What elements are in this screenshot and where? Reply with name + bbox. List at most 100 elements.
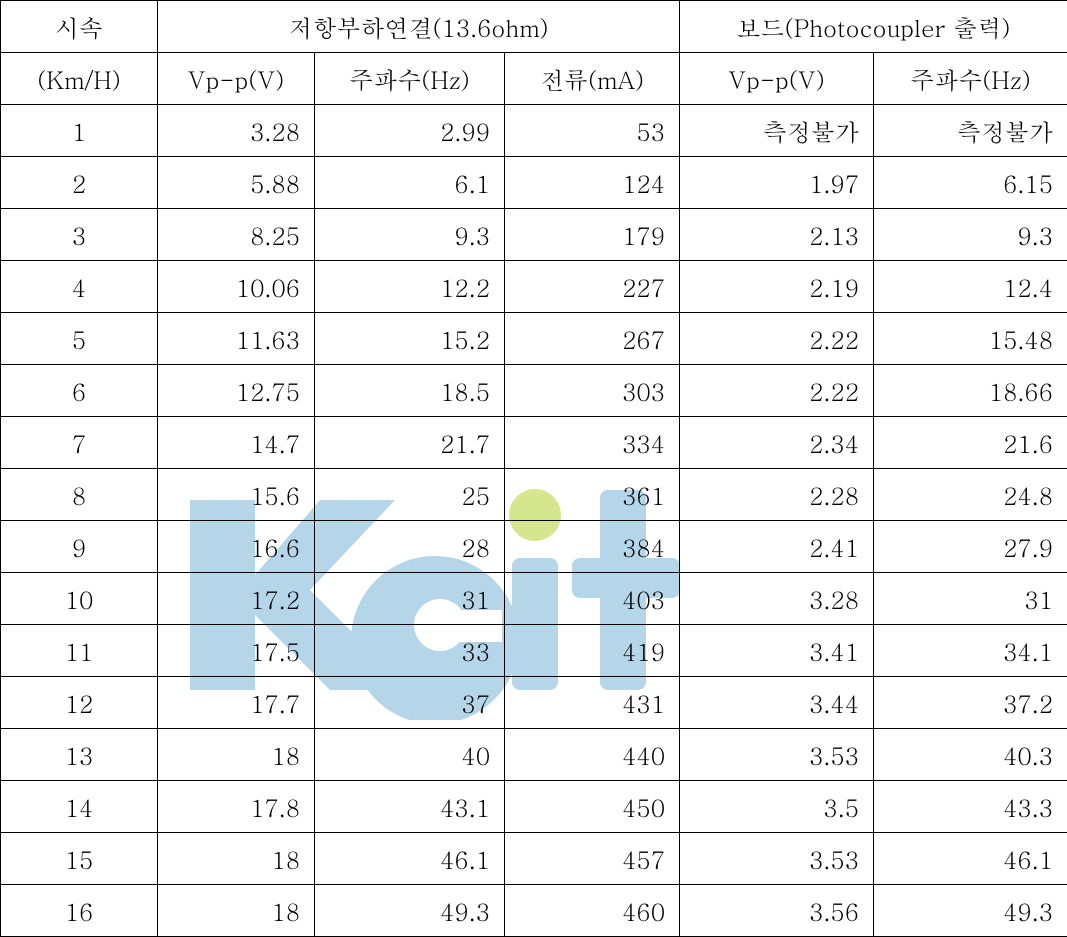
- table-cell: 419: [505, 625, 680, 677]
- header-speed-top: 시속: [1, 1, 158, 53]
- table-cell: 3.41: [680, 625, 874, 677]
- table-cell: 6: [1, 365, 158, 417]
- table-cell: 431: [505, 677, 680, 729]
- header-group-1: 저항부하연결(13.6ohm): [158, 1, 680, 53]
- table-cell: 17.7: [158, 677, 315, 729]
- table-cell: 18: [158, 885, 315, 937]
- table-cell: 12.4: [874, 261, 1067, 313]
- table-cell: 18.5: [315, 365, 505, 417]
- table-cell: 15.2: [315, 313, 505, 365]
- table-row: 13.282.9953측정불가측정불가: [1, 105, 1067, 157]
- table-cell: 2: [1, 157, 158, 209]
- table-cell: 53: [505, 105, 680, 157]
- header-sub-0: Vp-p(V): [158, 53, 315, 105]
- table-cell: 9.3: [315, 209, 505, 261]
- table-cell: 10: [1, 573, 158, 625]
- table-row: 511.6315.22672.2215.48: [1, 313, 1067, 365]
- table-row: 1117.5334193.4134.1: [1, 625, 1067, 677]
- table-cell: 1: [1, 105, 158, 157]
- table-cell: 384: [505, 521, 680, 573]
- table-cell: 46.1: [874, 833, 1067, 885]
- table-cell: 440: [505, 729, 680, 781]
- table-body: 13.282.9953측정불가측정불가25.886.11241.976.1538…: [1, 105, 1067, 937]
- table-cell: 16: [1, 885, 158, 937]
- table-cell: 9: [1, 521, 158, 573]
- table-cell: 457: [505, 833, 680, 885]
- table-cell: 11.63: [158, 313, 315, 365]
- table-cell: 43.3: [874, 781, 1067, 833]
- table-cell: 21.7: [315, 417, 505, 469]
- table-cell: 18: [158, 729, 315, 781]
- table-cell: 11: [1, 625, 158, 677]
- table-cell: 3.53: [680, 833, 874, 885]
- table-cell: 6.15: [874, 157, 1067, 209]
- table-cell: 49.3: [874, 885, 1067, 937]
- header-sub-4: 주파수(Hz): [874, 53, 1067, 105]
- table-cell: 14.7: [158, 417, 315, 469]
- table-cell: 18: [158, 833, 315, 885]
- header-sub-3: Vp-p(V): [680, 53, 874, 105]
- header-group-2: 보드(Photocoupler 출력): [680, 1, 1067, 53]
- table-cell: 6.1: [315, 157, 505, 209]
- table-cell: 31: [315, 573, 505, 625]
- table-cell: 8.25: [158, 209, 315, 261]
- table-cell: 303: [505, 365, 680, 417]
- table-cell: 34.1: [874, 625, 1067, 677]
- table-cell: 37.2: [874, 677, 1067, 729]
- table-cell: 18.66: [874, 365, 1067, 417]
- table-row: 714.721.73342.3421.6: [1, 417, 1067, 469]
- table-row: 410.0612.22272.1912.4: [1, 261, 1067, 313]
- table-cell: 27.9: [874, 521, 1067, 573]
- table-cell: 40: [315, 729, 505, 781]
- table-cell: 9.3: [874, 209, 1067, 261]
- table-cell: 49.3: [315, 885, 505, 937]
- data-table: 시속 저항부하연결(13.6ohm) 보드(Photocoupler 출력) (…: [0, 0, 1067, 937]
- table-cell: 2.22: [680, 365, 874, 417]
- table-cell: 16.6: [158, 521, 315, 573]
- table-cell: 13: [1, 729, 158, 781]
- header-sub-2: 전류(mA): [505, 53, 680, 105]
- table-cell: 267: [505, 313, 680, 365]
- header-speed-bottom: (Km/H): [1, 53, 158, 105]
- table-cell: 3.5: [680, 781, 874, 833]
- table-row: 612.7518.53032.2218.66: [1, 365, 1067, 417]
- table-cell: 31: [874, 573, 1067, 625]
- table-cell: 46.1: [315, 833, 505, 885]
- table-row: 1217.7374313.4437.2: [1, 677, 1067, 729]
- table-row: 815.6253612.2824.8: [1, 469, 1067, 521]
- table-cell: 28: [315, 521, 505, 573]
- table-cell: 1.97: [680, 157, 874, 209]
- table-cell: 450: [505, 781, 680, 833]
- table-row: 916.6283842.4127.9: [1, 521, 1067, 573]
- table-cell: 측정불가: [874, 105, 1067, 157]
- table-row: 161849.34603.5649.3: [1, 885, 1067, 937]
- table-cell: 460: [505, 885, 680, 937]
- table-row: 38.259.31792.139.3: [1, 209, 1067, 261]
- table-row: 1318404403.5340.3: [1, 729, 1067, 781]
- table-cell: 5.88: [158, 157, 315, 209]
- table-cell: 15: [1, 833, 158, 885]
- table-cell: 측정불가: [680, 105, 874, 157]
- table-cell: 2.34: [680, 417, 874, 469]
- table-cell: 3.28: [680, 573, 874, 625]
- table-cell: 15.48: [874, 313, 1067, 365]
- table-cell: 3.44: [680, 677, 874, 729]
- table-cell: 3.53: [680, 729, 874, 781]
- table-row: 1417.843.14503.543.3: [1, 781, 1067, 833]
- table-cell: 2.22: [680, 313, 874, 365]
- table-cell: 15.6: [158, 469, 315, 521]
- table-cell: 2.41: [680, 521, 874, 573]
- table-cell: 37: [315, 677, 505, 729]
- table-cell: 14: [1, 781, 158, 833]
- table-cell: 227: [505, 261, 680, 313]
- table-cell: 3.56: [680, 885, 874, 937]
- table-cell: 334: [505, 417, 680, 469]
- table-cell: 2.19: [680, 261, 874, 313]
- table-cell: 7: [1, 417, 158, 469]
- table-cell: 4: [1, 261, 158, 313]
- table-cell: 3.28: [158, 105, 315, 157]
- table-cell: 12: [1, 677, 158, 729]
- table-cell: 5: [1, 313, 158, 365]
- header-sub-1: 주파수(Hz): [315, 53, 505, 105]
- table-cell: 124: [505, 157, 680, 209]
